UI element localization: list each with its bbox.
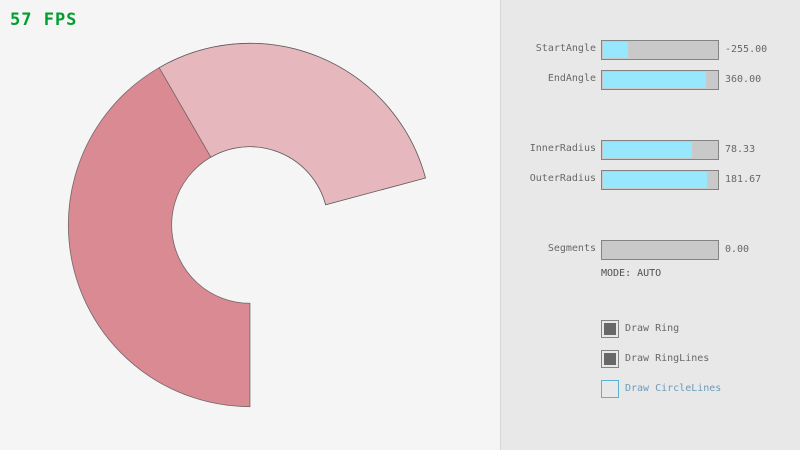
mode-label: MODE: AUTO — [601, 268, 662, 279]
slider-label: InnerRadius — [529, 143, 596, 154]
slider-value: 0.00 — [725, 244, 750, 255]
slider-value: 181.67 — [725, 174, 762, 185]
slider-start-angle[interactable]: StartAngle -255.00 — [501, 40, 800, 60]
slider-track[interactable] — [601, 70, 719, 90]
slider-fill — [603, 72, 706, 88]
checkbox-label: Draw Ring — [625, 323, 680, 334]
slider-label: StartAngle — [535, 43, 596, 54]
ring-canvas — [67, 42, 426, 408]
slider-track[interactable] — [601, 140, 719, 160]
checkbox-label: Draw RingLines — [625, 353, 710, 364]
slider-value: 78.33 — [725, 144, 756, 155]
checkbox-draw-ring[interactable]: Draw Ring — [601, 320, 800, 340]
checkbox-draw-ring-lines[interactable]: Draw RingLines — [601, 350, 800, 370]
controls-panel: StartAngle -255.00 EndAngle 360.00 Inner… — [500, 0, 800, 450]
slider-outer-radius[interactable]: OuterRadius 181.67 — [501, 170, 800, 190]
slider-value: 360.00 — [725, 74, 762, 85]
slider-track[interactable] — [601, 40, 719, 60]
slider-track[interactable] — [601, 240, 719, 260]
slider-label: Segments — [547, 243, 596, 254]
slider-track[interactable] — [601, 170, 719, 190]
ring-segment-single — [158, 42, 426, 206]
checkbox-label: Draw CircleLines — [625, 383, 722, 394]
slider-inner-radius[interactable]: InnerRadius 78.33 — [501, 140, 800, 160]
fps-counter: 57 FPS — [10, 10, 78, 30]
slider-fill — [603, 172, 707, 188]
slider-fill — [603, 42, 628, 58]
checkbox-box[interactable] — [601, 320, 619, 338]
slider-fill — [603, 142, 693, 158]
checkbox-draw-circle-lines[interactable]: Draw CircleLines — [601, 380, 800, 400]
slider-segments[interactable]: Segments 0.00 — [501, 240, 800, 260]
slider-value: -255.00 — [725, 44, 768, 55]
slider-label: OuterRadius — [529, 173, 596, 184]
slider-label: EndAngle — [547, 73, 596, 84]
checkbox-box[interactable] — [601, 350, 619, 368]
slider-end-angle[interactable]: EndAngle 360.00 — [501, 70, 800, 90]
checkbox-box[interactable] — [601, 380, 619, 398]
